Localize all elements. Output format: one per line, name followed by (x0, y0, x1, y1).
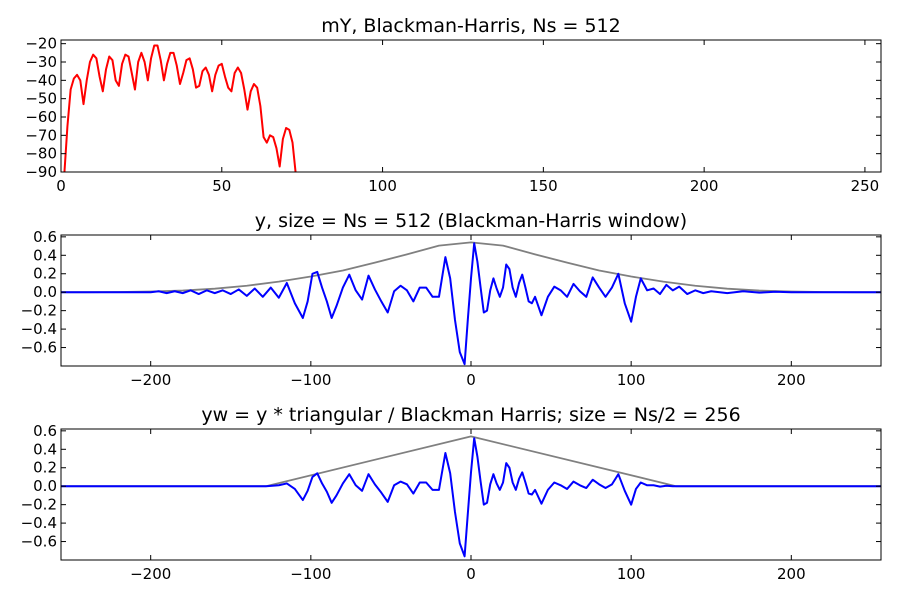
y-tick-label: −0.2 (21, 302, 57, 320)
chart-panel-3: −200 −100 0 100 200 0.60.40.20.0−0.2−0.4−0.6 y… (21, 404, 882, 583)
x-tick-label: 200 (690, 177, 719, 195)
y-tick-label: −50 (25, 90, 57, 108)
series-line-1-1 (63, 44, 297, 172)
chart-panel-1: 0 50 100 150 200 250 −90−80−70−60−50−40−30−20 m… (25, 15, 882, 195)
axes-frame (60, 39, 882, 173)
x-tick-label: 250 (851, 177, 880, 195)
x-tick-label: 0 (56, 177, 66, 195)
series-line-2-2 (61, 242, 881, 366)
chart-title: y, size = Ns = 512 (Blackman-Harris wind… (255, 210, 687, 232)
x-tick-label: −100 (290, 371, 331, 389)
chart-title: yw = y * triangular / Blackman Harris; s… (201, 404, 740, 426)
y-tick-label: −90 (25, 163, 57, 181)
y-tick-label: 0.2 (33, 265, 57, 283)
x-tick-label: −100 (290, 565, 331, 583)
y-tick-label: 0.0 (33, 283, 57, 301)
x-tick-label: −200 (130, 565, 171, 583)
y-tick-label: −80 (25, 145, 57, 163)
x-tick-label: 0 (466, 371, 476, 389)
y-tick-label: 0.6 (33, 422, 57, 440)
y-tick-label: −40 (25, 71, 57, 89)
chart-panel-2: −200 −100 0 100 200 0.60.40.20.0−0.2−0.4−0.6 y… (21, 210, 882, 389)
y-tick-label: −20 (25, 35, 57, 53)
x-tick-label: 0 (466, 565, 476, 583)
series-line-2-1 (61, 241, 881, 294)
axes-frame (60, 428, 882, 561)
y-tick-label: −30 (25, 53, 57, 71)
y-tick-label: 0.4 (33, 440, 57, 458)
y-tick-label: 0.2 (33, 459, 57, 477)
axes-frame (60, 234, 882, 367)
x-tick-label: 100 (617, 565, 646, 583)
x-tick-label: 100 (617, 371, 646, 389)
series-line-3-2 (61, 437, 881, 558)
x-tick-label: 100 (368, 177, 397, 195)
x-tick-label: −200 (130, 371, 171, 389)
y-tick-label: −60 (25, 108, 57, 126)
y-tick-label: 0.0 (33, 477, 57, 495)
chart-title: mY, Blackman-Harris, Ns = 512 (321, 15, 621, 37)
y-tick-label: −0.2 (21, 496, 57, 514)
x-tick-label: 50 (212, 177, 231, 195)
y-tick-label: −0.4 (21, 320, 57, 338)
x-tick-label: 200 (777, 371, 806, 389)
y-tick-label: −70 (25, 126, 57, 144)
y-tick-label: −0.4 (21, 514, 57, 532)
y-tick-label: 0.6 (33, 228, 57, 246)
y-tick-label: 0.4 (33, 246, 57, 264)
x-tick-label: 200 (777, 565, 806, 583)
y-tick-label: −0.6 (21, 533, 57, 551)
x-tick-label: 150 (529, 177, 558, 195)
y-tick-label: −0.6 (21, 339, 57, 357)
